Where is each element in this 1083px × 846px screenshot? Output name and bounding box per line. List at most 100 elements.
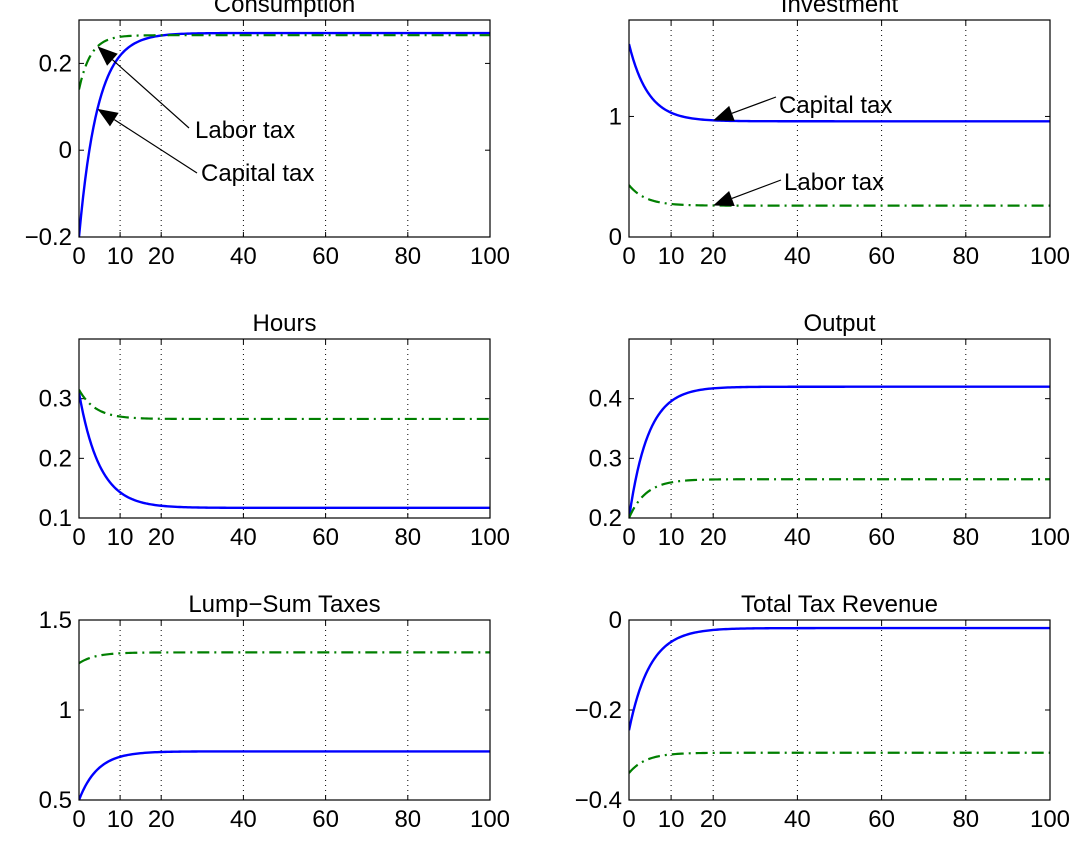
series-line-labor-tax bbox=[79, 34, 490, 90]
x-tick-label: 60 bbox=[868, 806, 895, 833]
x-tick-label: 60 bbox=[312, 524, 339, 551]
annotation-capital-tax: Capital tax bbox=[201, 160, 314, 187]
y-tick-label: 1 bbox=[609, 103, 622, 130]
annotation-arrow-line bbox=[731, 179, 782, 200]
x-tick-label: 100 bbox=[1030, 806, 1070, 833]
y-tick-label: −0.2 bbox=[25, 224, 72, 251]
y-tick-label: −0.4 bbox=[575, 787, 622, 814]
x-tick-label: 100 bbox=[470, 243, 510, 270]
series-line-labor-tax bbox=[629, 478, 1050, 518]
x-tick-label: 60 bbox=[312, 243, 339, 270]
x-tick-label: 10 bbox=[107, 524, 134, 551]
y-tick-label: 0.2 bbox=[39, 50, 72, 77]
x-tick-label: 80 bbox=[952, 524, 979, 551]
annotation-arrow-line bbox=[731, 96, 777, 114]
x-tick-label: 10 bbox=[658, 524, 685, 551]
x-tick-label: 20 bbox=[700, 243, 727, 270]
panel-lump-sum-taxes-title: Lump−Sum Taxes bbox=[188, 591, 380, 618]
x-tick-label: 40 bbox=[784, 524, 811, 551]
annotation-arrowhead bbox=[97, 46, 118, 66]
panel-hours-title: Hours bbox=[252, 310, 316, 337]
series-line-capital-tax bbox=[79, 392, 490, 510]
y-tick-label: 0 bbox=[609, 224, 622, 251]
annotation-capital-tax: Capital tax bbox=[779, 92, 892, 119]
x-tick-label: 20 bbox=[148, 524, 175, 551]
x-tick-label: 10 bbox=[107, 243, 134, 270]
panel-hours-frame bbox=[78, 338, 491, 519]
x-tick-label: 40 bbox=[230, 243, 257, 270]
x-tick-label: 40 bbox=[230, 806, 257, 833]
annotation-arrow-line bbox=[113, 119, 198, 174]
y-tick-label: 0 bbox=[59, 137, 72, 164]
x-tick-label: 0 bbox=[72, 806, 85, 833]
panel-output-title: Output bbox=[803, 310, 875, 337]
panel-total-tax-revenue-frame bbox=[628, 619, 1051, 801]
x-tick-label: 80 bbox=[394, 243, 421, 270]
x-tick-label: 10 bbox=[107, 806, 134, 833]
panel-lump-sum-taxes-frame bbox=[78, 619, 491, 801]
series-line-capital-tax bbox=[629, 385, 1050, 518]
x-tick-label: 10 bbox=[658, 806, 685, 833]
x-tick-label: 0 bbox=[72, 243, 85, 270]
x-tick-label: 0 bbox=[622, 806, 635, 833]
x-tick-label: 0 bbox=[622, 243, 635, 270]
series-line-capital-tax bbox=[79, 750, 490, 800]
x-tick-label: 80 bbox=[952, 243, 979, 270]
y-tick-label: 0.2 bbox=[589, 505, 622, 532]
annotation-arrow-line bbox=[112, 59, 190, 129]
panel-consumption-frame bbox=[78, 19, 491, 238]
x-tick-label: 80 bbox=[394, 806, 421, 833]
series-line-labor-tax bbox=[79, 389, 490, 421]
series-line-capital-tax bbox=[629, 43, 1050, 123]
x-tick-label: 20 bbox=[148, 243, 175, 270]
x-tick-label: 0 bbox=[622, 524, 635, 551]
y-tick-label: 1 bbox=[59, 697, 72, 724]
y-tick-label: 0.4 bbox=[589, 386, 622, 413]
annotation-arrowhead bbox=[713, 105, 735, 121]
x-tick-label: 80 bbox=[394, 524, 421, 551]
x-tick-label: 60 bbox=[868, 243, 895, 270]
series-line-labor-tax bbox=[629, 751, 1050, 774]
panel-total-tax-revenue-title: Total Tax Revenue bbox=[741, 591, 938, 618]
panel-investment-title: Investment bbox=[781, 0, 899, 18]
y-tick-label: 1.5 bbox=[39, 607, 72, 634]
x-tick-label: 20 bbox=[148, 806, 175, 833]
x-tick-label: 100 bbox=[470, 524, 510, 551]
x-tick-label: 10 bbox=[658, 243, 685, 270]
panel-lump-sum-taxes: Lump−Sum Taxes 0 10 20 40 60 80 100 0.5 1 1.5 bbox=[39, 591, 510, 833]
y-tick-label: 0.1 bbox=[39, 505, 72, 532]
panel-output-frame bbox=[628, 338, 1051, 519]
y-tick-label: −0.2 bbox=[575, 697, 622, 724]
x-tick-label: 0 bbox=[72, 524, 85, 551]
annotation-arrowhead bbox=[713, 190, 735, 206]
annotation-labor-tax: Labor tax bbox=[195, 117, 295, 144]
panel-investment-frame bbox=[628, 19, 1051, 238]
x-tick-label: 60 bbox=[868, 524, 895, 551]
series-line-capital-tax bbox=[629, 626, 1050, 731]
series-line-capital-tax bbox=[79, 31, 490, 237]
panel-output: Output 0 10 20 40 60 80 100 0.2 0.3 0.4 bbox=[589, 310, 1070, 551]
panel-hours: Hours 0 10 20 40 60 80 100 0.1 0.2 0.3 bbox=[39, 310, 510, 551]
series-line-labor-tax bbox=[629, 184, 1050, 207]
x-tick-label: 40 bbox=[230, 524, 257, 551]
panel-total-tax-revenue: Total Tax Revenue 0 10 20 40 60 80 100 −0.4 −0.2 0 bbox=[575, 591, 1070, 833]
x-tick-label: 40 bbox=[784, 243, 811, 270]
annotation-arrowhead bbox=[97, 108, 119, 127]
y-tick-label: 0.3 bbox=[39, 386, 72, 413]
x-tick-label: 100 bbox=[1030, 243, 1070, 270]
x-tick-label: 60 bbox=[312, 806, 339, 833]
x-tick-label: 100 bbox=[470, 806, 510, 833]
y-tick-label: 0 bbox=[609, 607, 622, 634]
annotation-labor-tax: Labor tax bbox=[784, 169, 884, 196]
x-tick-label: 40 bbox=[784, 806, 811, 833]
x-tick-label: 20 bbox=[700, 524, 727, 551]
x-tick-label: 20 bbox=[700, 806, 727, 833]
x-tick-label: 100 bbox=[1030, 524, 1070, 551]
y-tick-label: 0.2 bbox=[39, 445, 72, 472]
series-line-labor-tax bbox=[79, 651, 490, 665]
panel-investment: Investment 0 10 20 40 60 80 100 0 1 Capital tax Lab… bbox=[609, 0, 1070, 270]
y-tick-label: 0.3 bbox=[589, 445, 622, 472]
panel-consumption-title: Consumption bbox=[214, 0, 355, 18]
